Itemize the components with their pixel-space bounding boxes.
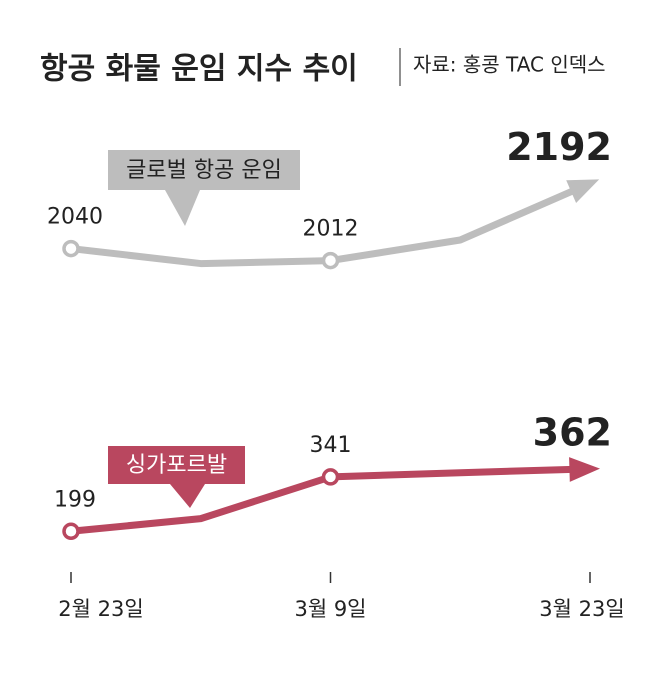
- value-label: 2012: [303, 217, 359, 242]
- arrowhead: [566, 179, 600, 203]
- arrowhead: [569, 457, 600, 482]
- x-tick-label: 2월 23일: [58, 597, 143, 621]
- x-tick-label: 3월 23일: [539, 597, 624, 621]
- x-tick-label: 3월 9일: [294, 597, 366, 621]
- point-marker: [62, 239, 80, 258]
- source: 자료: 홍콩 TAC 인덱스: [413, 53, 606, 77]
- legend-label: 글로벌 항공 운임: [126, 158, 282, 183]
- point-marker: [62, 522, 80, 541]
- legend-label: 싱가포르발: [126, 453, 227, 478]
- value-label: 199: [54, 487, 96, 512]
- value-label: 2192: [506, 125, 612, 169]
- callout: [108, 150, 300, 226]
- callout: [108, 446, 245, 508]
- value-label: 341: [310, 433, 352, 458]
- point-marker: [321, 251, 340, 270]
- value-label: 362: [533, 410, 612, 454]
- value-label: 2040: [47, 205, 103, 230]
- chart-title: 항공 화물 운임 지수 추이: [40, 52, 358, 87]
- point-marker: [321, 468, 340, 486]
